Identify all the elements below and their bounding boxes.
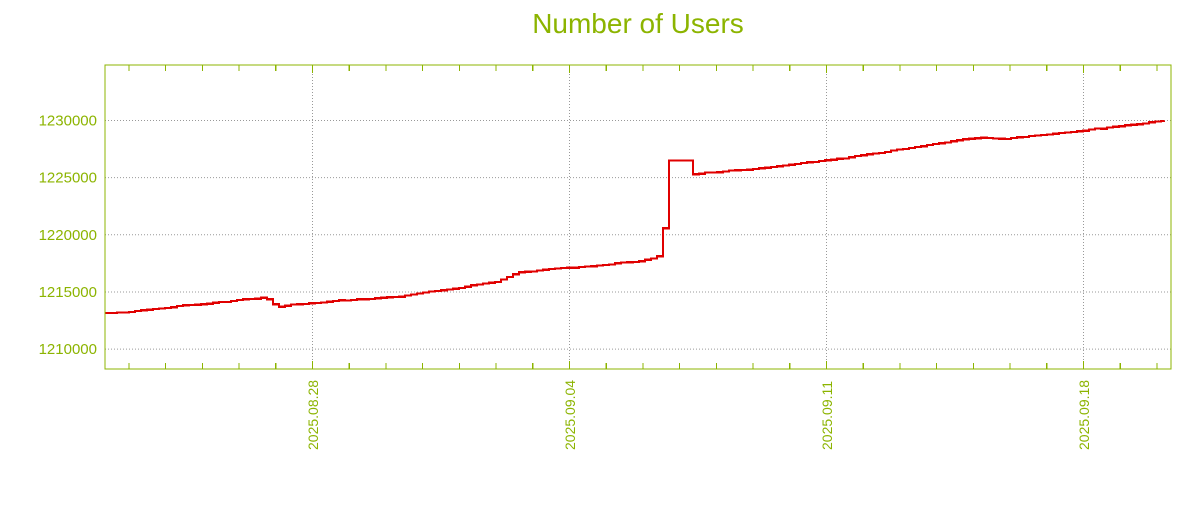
svg-text:1230000: 1230000	[39, 113, 97, 130]
svg-text:2025.09.18: 2025.09.18	[1076, 380, 1092, 450]
svg-text:1225000: 1225000	[39, 170, 97, 187]
svg-text:2025.08.28: 2025.08.28	[305, 380, 321, 450]
svg-text:1220000: 1220000	[39, 227, 97, 244]
svg-text:2025.09.04: 2025.09.04	[562, 380, 578, 450]
svg-text:Number of Users: Number of Users	[532, 8, 744, 39]
svg-text:2025.09.11: 2025.09.11	[819, 381, 835, 450]
svg-text:1215000: 1215000	[39, 284, 97, 301]
svg-text:1210000: 1210000	[39, 341, 97, 358]
